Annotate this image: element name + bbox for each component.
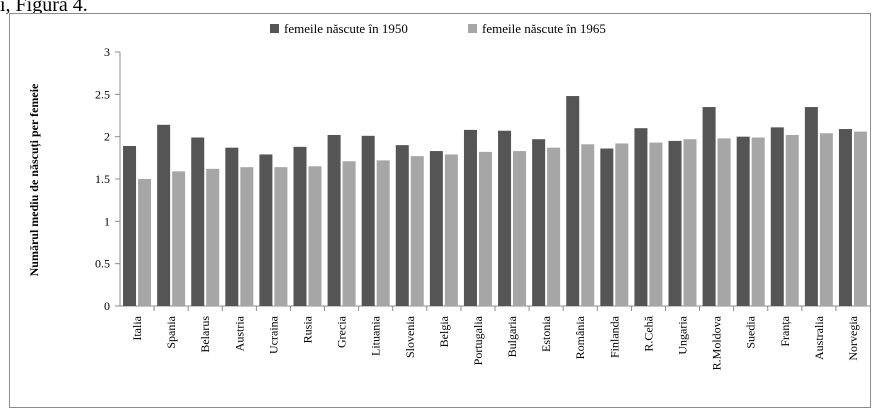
bar-1950 bbox=[770, 127, 784, 306]
x-tick-label: Estonia bbox=[539, 315, 553, 352]
bar-1950 bbox=[804, 107, 818, 307]
bar-1950 bbox=[736, 136, 750, 306]
bar-1950 bbox=[634, 128, 648, 306]
caption-fragment: ı, Figura 4. bbox=[0, 0, 88, 16]
x-tick-label: Spania bbox=[164, 315, 178, 348]
bar-1950 bbox=[532, 139, 546, 306]
bar-1950 bbox=[361, 135, 375, 306]
bar-1965 bbox=[342, 161, 356, 306]
bar-1950 bbox=[498, 130, 512, 306]
y-tick-label: 3 bbox=[104, 45, 110, 59]
bar-1965 bbox=[274, 167, 288, 306]
legend: femeile născute în 1950 femeile născute … bbox=[270, 21, 606, 36]
bar-1950 bbox=[463, 129, 477, 306]
y-tick-label: 2.5 bbox=[95, 87, 110, 101]
x-tick-label: Slovenia bbox=[403, 315, 417, 358]
bar-1965 bbox=[308, 166, 322, 306]
bar-1965 bbox=[444, 154, 458, 306]
x-tick-label: Italia bbox=[130, 315, 144, 340]
bar-1965 bbox=[410, 156, 424, 306]
bar-1950 bbox=[225, 147, 239, 306]
bar-1965 bbox=[853, 131, 867, 306]
bar-1965 bbox=[785, 134, 799, 306]
bar-1965 bbox=[138, 179, 152, 306]
x-tick-label: Finlanda bbox=[607, 315, 621, 358]
bar-1965 bbox=[172, 171, 186, 306]
bar-1950 bbox=[702, 107, 716, 307]
x-tick-label: Lituania bbox=[369, 315, 383, 356]
x-tick-label: România bbox=[573, 315, 587, 359]
bar-1950 bbox=[429, 151, 443, 306]
bar-1965 bbox=[206, 168, 220, 306]
y-tick-label: 1 bbox=[104, 214, 110, 228]
x-tick-label: Belarus bbox=[198, 316, 212, 353]
bar-1950 bbox=[293, 146, 307, 306]
bar-1965 bbox=[478, 151, 492, 306]
bar-1965 bbox=[717, 138, 731, 306]
x-tick-label: R.Moldova bbox=[710, 315, 724, 370]
x-tick-label: R.Cehă bbox=[641, 315, 655, 351]
x-tick-label: Norvegia bbox=[846, 315, 860, 360]
x-tick-label: Australia bbox=[812, 315, 826, 360]
bar-1950 bbox=[566, 96, 580, 306]
legend-swatch-1950 bbox=[270, 24, 279, 33]
x-tick-label: Austria bbox=[232, 315, 246, 351]
bar-1965 bbox=[819, 133, 833, 306]
bar-1950 bbox=[395, 145, 409, 306]
bar-1965 bbox=[581, 144, 595, 306]
bar-1965 bbox=[513, 151, 527, 306]
x-tick-label: Franța bbox=[778, 315, 792, 346]
bar-1965 bbox=[240, 167, 254, 306]
bar-1965 bbox=[751, 137, 765, 306]
legend-label-1950: femeile născute în 1950 bbox=[284, 21, 408, 36]
bar-1950 bbox=[838, 129, 852, 306]
bar-1965 bbox=[683, 139, 697, 306]
bar-1950 bbox=[123, 145, 137, 306]
x-tick-label: Belgia bbox=[437, 315, 451, 347]
y-tick-label: 2 bbox=[104, 130, 110, 144]
bar-1965 bbox=[615, 143, 629, 306]
legend-label-1965: femeile născute în 1965 bbox=[482, 21, 606, 36]
bar-1965 bbox=[376, 160, 390, 306]
bar-1950 bbox=[600, 148, 614, 306]
x-tick-label: Ungaria bbox=[676, 315, 690, 354]
y-axis-title: Numărul mediu de născuți per femeie bbox=[27, 83, 42, 276]
legend-swatch-1965 bbox=[468, 24, 477, 33]
bar-1950 bbox=[157, 124, 171, 307]
bar-1965 bbox=[547, 147, 561, 306]
y-tick-label: 0.5 bbox=[95, 257, 110, 271]
y-tick-label: 0 bbox=[104, 299, 110, 313]
x-tick-label: Bulgaria bbox=[505, 315, 519, 357]
y-tick-label: 1.5 bbox=[95, 172, 110, 186]
x-tick-label: Suedia bbox=[744, 315, 758, 348]
bar-1950 bbox=[191, 137, 205, 306]
x-tick-label: Grecia bbox=[335, 315, 349, 348]
x-tick-label: Portugalia bbox=[471, 315, 485, 365]
bar-1950 bbox=[259, 154, 273, 306]
bar-1950 bbox=[668, 140, 682, 306]
bar-1950 bbox=[327, 134, 341, 306]
bar-1965 bbox=[649, 142, 663, 306]
x-tick-label: Rusia bbox=[301, 315, 315, 343]
x-tick-label: Ucraina bbox=[266, 315, 280, 354]
